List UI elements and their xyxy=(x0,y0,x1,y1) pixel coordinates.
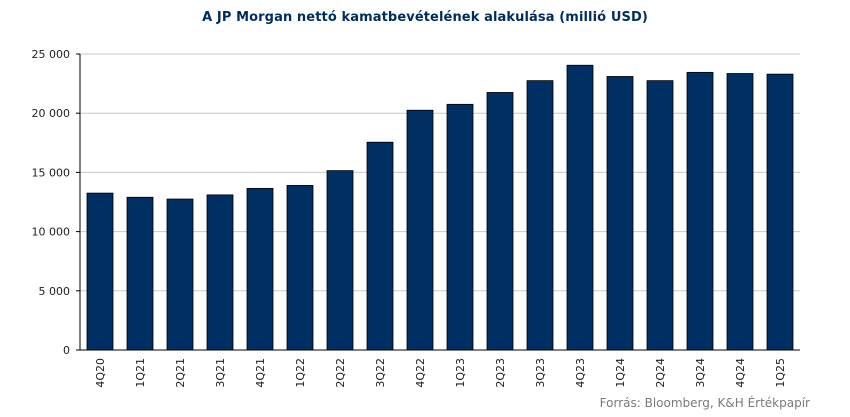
y-tick-label: 10 000 xyxy=(32,226,71,239)
x-tick-labels: 4Q20 1Q21 2Q21 3Q21 4Q21 1Q22 2Q22 3Q22 4Q22 1Q23… xyxy=(94,358,787,388)
bar xyxy=(126,196,154,351)
x-tick-label: 4Q24 xyxy=(734,358,747,388)
x-tick-label: 3Q22 xyxy=(374,358,387,388)
bar xyxy=(206,194,234,351)
x-tick-label: 4Q22 xyxy=(414,358,427,388)
bar xyxy=(646,80,674,351)
gridlines xyxy=(80,53,800,292)
bar xyxy=(766,73,794,351)
bar xyxy=(446,103,474,351)
y-tick-label: 25 000 xyxy=(32,48,71,61)
x-tick-label: 2Q23 xyxy=(494,358,507,388)
x-tick-label: 4Q21 xyxy=(254,358,267,388)
y-tick-label: 5 000 xyxy=(39,285,71,298)
y-tick-label: 0 xyxy=(63,344,70,357)
bar xyxy=(726,73,754,351)
x-tick-label: 2Q24 xyxy=(654,358,667,388)
bar xyxy=(366,141,394,351)
y-tick-label: 20 000 xyxy=(32,107,71,120)
bar xyxy=(606,76,634,351)
x-tick-label: 3Q24 xyxy=(694,358,707,388)
bar xyxy=(326,170,354,351)
x-tick-label: 4Q23 xyxy=(574,358,587,388)
x-tick-label: 2Q21 xyxy=(174,358,187,388)
x-tick-label: 3Q23 xyxy=(534,358,547,388)
x-tick-label: 1Q24 xyxy=(614,358,627,388)
chart-title: A JP Morgan nettó kamatbevételének alaku… xyxy=(202,10,648,25)
bar xyxy=(526,80,554,351)
x-tick-label: 1Q23 xyxy=(454,358,467,388)
source-note: Forrás: Bloomberg, K&H Értékpapír xyxy=(599,396,810,410)
y-tick-label: 15 000 xyxy=(32,166,71,179)
bar xyxy=(406,109,434,351)
x-tick-label: 3Q21 xyxy=(214,358,227,388)
bar xyxy=(566,64,594,351)
x-tick-label: 1Q25 xyxy=(774,358,787,388)
bars xyxy=(86,64,794,351)
x-tick-label: 4Q20 xyxy=(94,358,107,388)
bar xyxy=(486,92,514,351)
bar xyxy=(686,71,714,351)
bar xyxy=(286,185,314,351)
x-tick-label: 1Q22 xyxy=(294,358,307,388)
bar xyxy=(86,192,114,351)
axes xyxy=(76,53,800,351)
bar xyxy=(166,198,194,351)
y-tick-labels: 0 5 000 10 000 15 000 20 000 25 000 xyxy=(32,48,71,357)
x-tick-label: 1Q21 xyxy=(134,358,147,388)
x-tick-label: 2Q22 xyxy=(334,358,347,388)
bar xyxy=(246,187,274,351)
